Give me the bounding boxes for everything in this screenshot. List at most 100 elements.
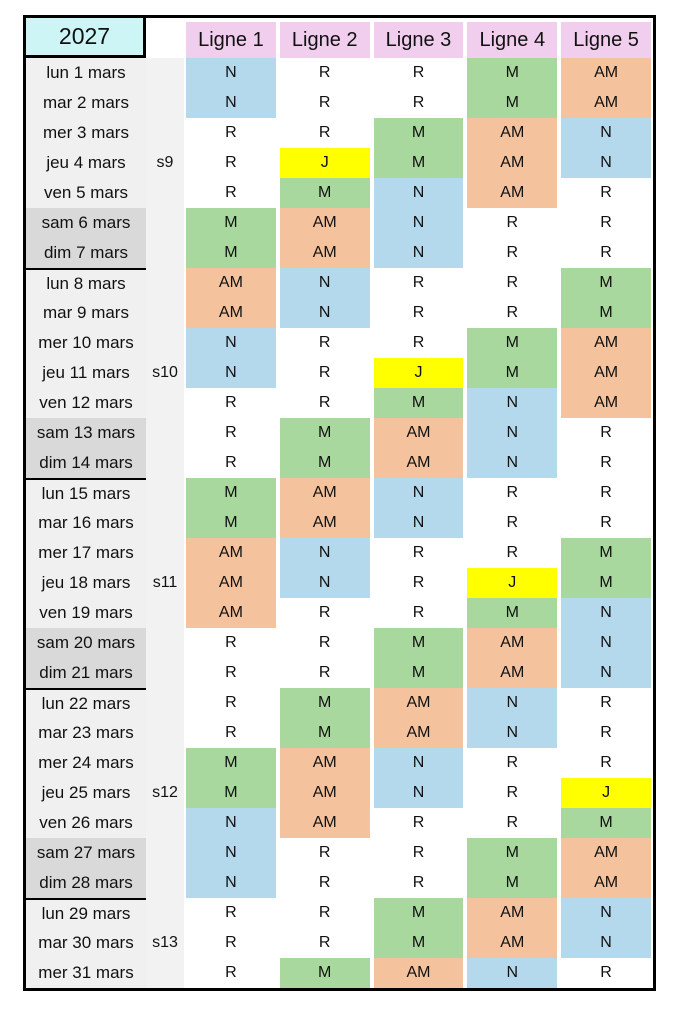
table-row: jeu 4 mars s9 R J M AM N [26, 148, 653, 178]
shift-cell-ligne-2: R [277, 88, 372, 118]
week-number-header-cell [146, 18, 184, 58]
table-row: jeu 11 mars s10 N R J M AM [26, 358, 653, 388]
shift-cell-ligne-4: M [465, 88, 560, 118]
week-number-cell [146, 958, 184, 988]
date-cell: ven 26 mars [26, 808, 146, 838]
week-number-cell [146, 478, 184, 508]
shift-cell-ligne-5: N [559, 898, 653, 928]
date-cell: lun 22 mars [26, 688, 146, 718]
week-number-cell [146, 538, 184, 568]
shift-cell-ligne-2: AM [277, 478, 372, 508]
table-row: mer 3 mars R R M AM N [26, 118, 653, 148]
shift-cell-ligne-3: AM [371, 688, 466, 718]
shift-cell-ligne-3: J [371, 358, 466, 388]
table-row: sam 27 mars N R R M AM [26, 838, 653, 868]
shift-cell-ligne-2: R [277, 58, 372, 88]
date-cell: jeu 4 mars [26, 148, 146, 178]
shift-cell-ligne-5: M [559, 538, 653, 568]
shift-cell-ligne-3: AM [371, 448, 466, 478]
week-number-cell [146, 298, 184, 328]
date-cell: lun 8 mars [26, 268, 146, 298]
shift-cell-ligne-5: M [559, 808, 653, 838]
date-cell: dim 14 mars [26, 448, 146, 478]
year-label: 2027 [58, 23, 111, 49]
shift-cell-ligne-4: AM [465, 148, 560, 178]
shift-cell-ligne-2: M [277, 178, 372, 208]
shift-cell-ligne-2: AM [277, 778, 372, 808]
shift-cell-ligne-2: R [277, 838, 372, 868]
shift-cell-ligne-1: N [184, 868, 278, 898]
week-number-cell [146, 838, 184, 868]
week-number-cell [146, 448, 184, 478]
shift-cell-ligne-4: AM [465, 628, 560, 658]
date-cell: mer 24 mars [26, 748, 146, 778]
shift-cell-ligne-5: N [559, 148, 653, 178]
shift-cell-ligne-4: N [465, 448, 560, 478]
shift-cell-ligne-1: R [184, 448, 278, 478]
shift-cell-ligne-1: N [184, 88, 278, 118]
shift-cell-ligne-3: N [371, 208, 466, 238]
date-cell: mar 9 mars [26, 298, 146, 328]
table-row: sam 13 mars R M AM N R [26, 418, 653, 448]
date-cell: mer 31 mars [26, 958, 146, 988]
week-number-cell [146, 328, 184, 358]
shift-cell-ligne-5: M [559, 568, 653, 598]
shift-cell-ligne-5: N [559, 928, 653, 958]
date-cell: jeu 11 mars [26, 358, 146, 388]
shift-cell-ligne-5: R [559, 718, 653, 748]
week-number-cell [146, 868, 184, 898]
shift-cell-ligne-3: N [371, 508, 466, 538]
shift-cell-ligne-5: R [559, 478, 653, 508]
shift-cell-ligne-5: R [559, 748, 653, 778]
shift-cell-ligne-5: AM [559, 388, 653, 418]
table-row: ven 5 mars R M N AM R [26, 178, 653, 208]
table-row: ven 12 mars R R M N AM [26, 388, 653, 418]
week-number-cell [146, 898, 184, 928]
date-cell: dim 7 mars [26, 238, 146, 268]
shift-cell-ligne-3: M [371, 388, 466, 418]
date-cell: ven 12 mars [26, 388, 146, 418]
shift-cell-ligne-2: AM [277, 808, 372, 838]
shift-cell-ligne-3: R [371, 868, 466, 898]
shift-cell-ligne-4: M [465, 868, 560, 898]
shift-cell-ligne-1: N [184, 808, 278, 838]
shift-cell-ligne-1: R [184, 148, 278, 178]
table-row: jeu 18 mars s11 AM N R J M [26, 568, 653, 598]
date-cell: mar 2 mars [26, 88, 146, 118]
shift-cell-ligne-1: M [184, 238, 278, 268]
week-number-cell [146, 118, 184, 148]
shift-cell-ligne-3: R [371, 568, 466, 598]
shift-cell-ligne-3: AM [371, 958, 466, 988]
shift-cell-ligne-4: R [465, 748, 560, 778]
week-number-cell [146, 808, 184, 838]
shift-cell-ligne-2: N [277, 538, 372, 568]
date-cell: ven 19 mars [26, 598, 146, 628]
week-number-cell: s9 [146, 148, 184, 178]
year-cell: 2027 [26, 18, 146, 58]
shift-cell-ligne-2: R [277, 358, 372, 388]
shift-cell-ligne-4: R [465, 238, 560, 268]
date-cell: sam 20 mars [26, 628, 146, 658]
table-row: mar 9 mars AM N R R M [26, 298, 653, 328]
shift-cell-ligne-5: J [559, 778, 653, 808]
shift-cell-ligne-1: AM [184, 538, 278, 568]
week-number-cell [146, 658, 184, 688]
shift-cell-ligne-3: N [371, 778, 466, 808]
shift-cell-ligne-4: R [465, 298, 560, 328]
shift-cell-ligne-5: AM [559, 328, 653, 358]
shift-cell-ligne-1: R [184, 898, 278, 928]
week-number-cell [146, 208, 184, 238]
date-cell: jeu 25 mars [26, 778, 146, 808]
shift-cell-ligne-2: N [277, 568, 372, 598]
table-row: mar 2 mars N R R M AM [26, 88, 653, 118]
table-row: mer 24 mars M AM N R R [26, 748, 653, 778]
week-number-cell [146, 268, 184, 298]
shift-cell-ligne-2: J [277, 148, 372, 178]
shift-cell-ligne-5: N [559, 628, 653, 658]
shift-cell-ligne-2: R [277, 898, 372, 928]
table-row: ven 26 mars N AM R R M [26, 808, 653, 838]
shift-cell-ligne-2: R [277, 388, 372, 418]
column-header-ligne-3: Ligne 3 [371, 22, 466, 58]
date-cell: lun 29 mars [26, 898, 146, 928]
